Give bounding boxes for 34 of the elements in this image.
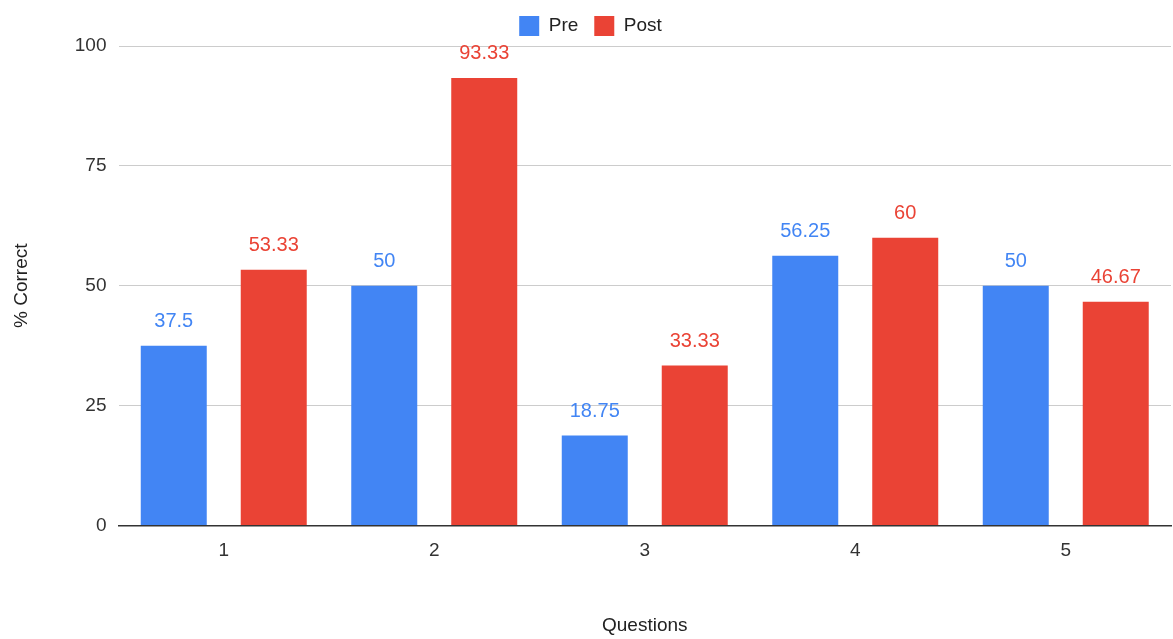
bar xyxy=(982,285,1049,525)
x-tick-label: 5 xyxy=(1060,539,1072,561)
y-tick-label: 25 xyxy=(85,393,107,415)
bar xyxy=(140,345,207,525)
bar xyxy=(772,255,839,525)
bar xyxy=(661,365,728,525)
y-tick-label: 75 xyxy=(85,154,107,176)
x-tick-label: 3 xyxy=(639,539,651,561)
x-tick-label: 4 xyxy=(849,539,861,561)
bar xyxy=(351,285,418,525)
data-label: 46.67 xyxy=(1090,265,1141,288)
data-label: 50 xyxy=(373,249,396,272)
bar xyxy=(872,237,939,525)
bar xyxy=(561,435,628,525)
x-tick-label: 1 xyxy=(218,539,230,561)
data-label: 56.25 xyxy=(780,219,831,242)
data-label: 33.33 xyxy=(669,329,720,352)
data-label: 93.33 xyxy=(459,41,510,64)
y-tick-label: 50 xyxy=(85,273,107,295)
data-label: 53.33 xyxy=(248,233,299,256)
bar xyxy=(240,269,307,525)
x-axis-title: Questions xyxy=(601,613,688,635)
legend-label: Post xyxy=(623,14,663,36)
legend-label: Pre xyxy=(548,14,579,36)
data-label: 50 xyxy=(1004,249,1027,272)
data-label: 60 xyxy=(894,201,917,224)
y-axis-title: % Correct xyxy=(9,242,31,328)
bar xyxy=(1082,301,1149,525)
bar xyxy=(451,77,518,525)
data-label: 18.75 xyxy=(569,399,620,422)
x-tick-label: 2 xyxy=(428,539,440,561)
data-label: 37.5 xyxy=(154,309,194,332)
y-tick-label: 100 xyxy=(74,34,107,56)
y-tick-label: 0 xyxy=(95,513,107,535)
